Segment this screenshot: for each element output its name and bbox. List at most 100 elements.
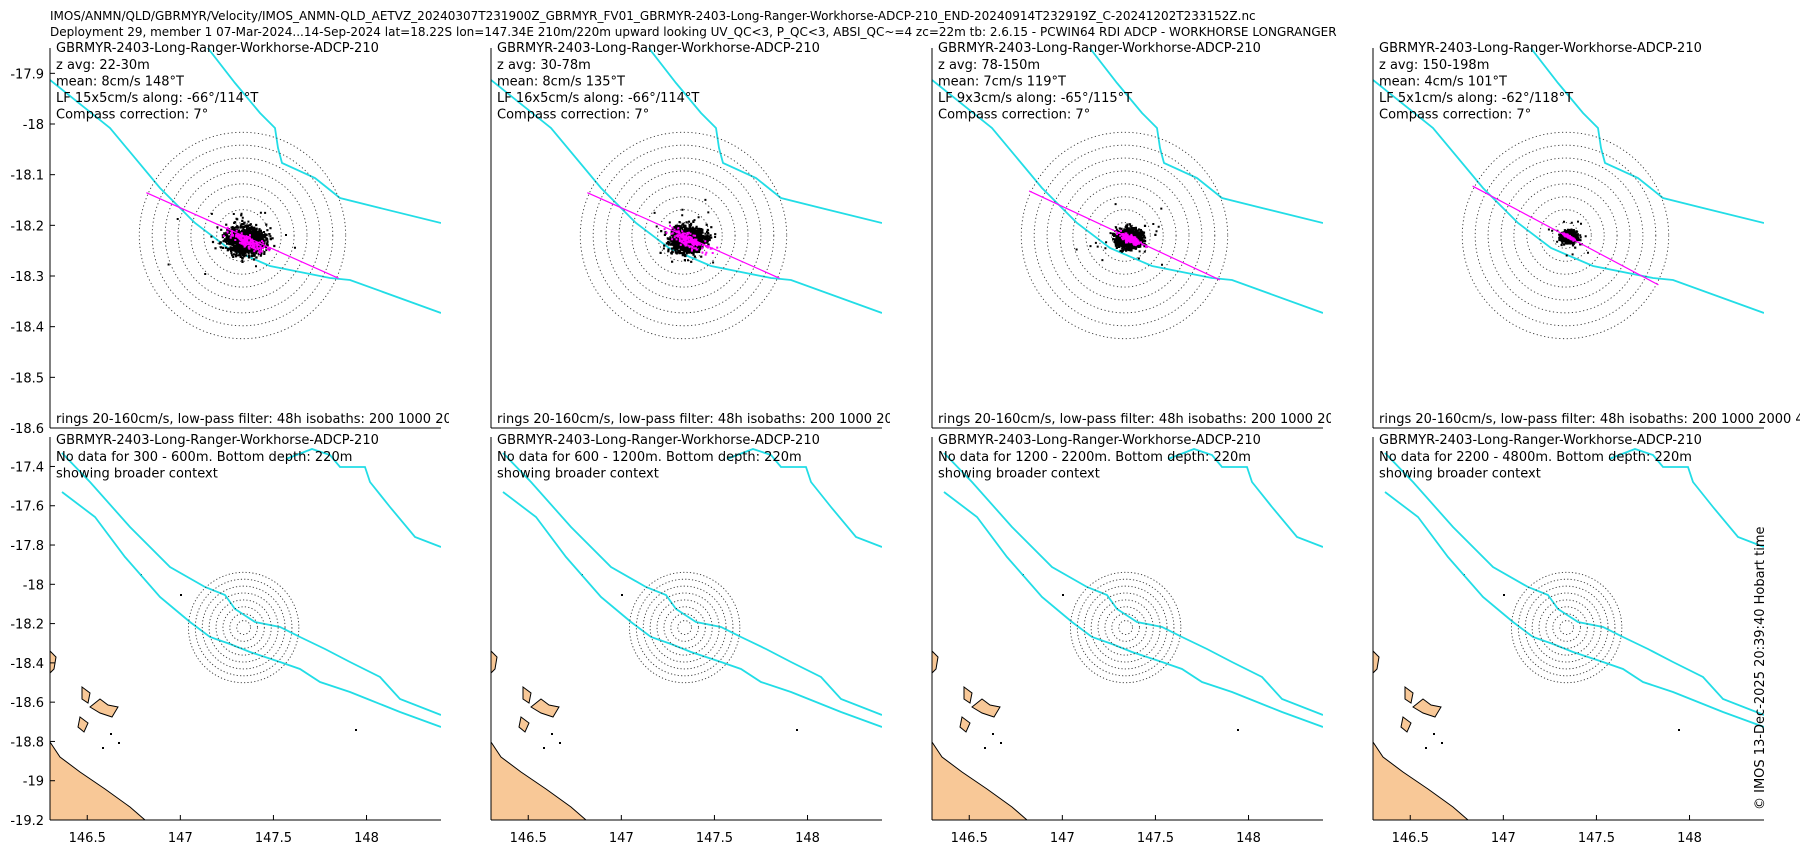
- panel-footer: rings 20-160cm/s, low-pass filter: 48h i…: [56, 412, 506, 427]
- panel-note-line: No data for 1200 - 2200m. Bottom depth: …: [938, 450, 1251, 465]
- isobath-line: [1088, 48, 1323, 224]
- land-coastline: [1373, 650, 1380, 674]
- y-tick-label: -17.4: [10, 460, 44, 475]
- ring-160cms: [138, 131, 347, 340]
- ring-80cms: [1072, 183, 1177, 288]
- ring-20cms: [236, 620, 251, 635]
- ring-160cms: [187, 571, 300, 684]
- figure-file-title: IMOS/ANMN/QLD/GBRMYR/Velocity/IMOS_ANMN-…: [50, 9, 1256, 23]
- land-coastline: [50, 741, 146, 820]
- island: [81, 686, 91, 704]
- reef-dot: [621, 594, 623, 596]
- isobath-line: [502, 491, 882, 728]
- x-tick-label: 147.5: [1578, 831, 1615, 846]
- ring-60cms: [1545, 606, 1588, 649]
- panel-title: GBRMYR-2403-Long-Ranger-Workhorse-ADCP-2…: [497, 41, 820, 56]
- ring-60cms: [1104, 606, 1147, 649]
- isobath-line: [1384, 452, 1764, 716]
- isobath-line: [206, 48, 441, 224]
- figure-deployment-info: Deployment 29, member 1 07-Mar-2024...14…: [50, 25, 1337, 39]
- island: [89, 698, 119, 718]
- x-tick-label: 147: [1050, 831, 1075, 846]
- x-tick-label: 148: [795, 831, 820, 846]
- x-tick-label: 147.5: [696, 831, 733, 846]
- x-tick-label: 146.5: [1392, 831, 1429, 846]
- ring-100cms: [1500, 170, 1631, 301]
- reef-dot: [355, 729, 357, 731]
- reef-dot: [559, 742, 561, 744]
- ring-120cms: [1083, 585, 1168, 670]
- panel-stat-line: LF 15x5cm/s along: -66°/114°T: [56, 91, 258, 106]
- ring-160cms: [579, 131, 788, 340]
- panel-stat-line: mean: 7cm/s 119°T: [938, 75, 1066, 90]
- island: [1404, 686, 1414, 704]
- x-tick-label: 147.5: [1137, 831, 1174, 846]
- panel-stat-line: LF 9x3cm/s along: -65°/115°T: [938, 91, 1132, 106]
- y-tick-label: -18.5: [10, 371, 44, 386]
- x-tick-label: 146.5: [69, 831, 106, 846]
- panel-stat-line: LF 16x5cm/s along: -66°/114°T: [497, 91, 699, 106]
- isobath-line: [647, 48, 882, 224]
- ring-100cms: [649, 592, 720, 663]
- x-tick-label: 146.5: [951, 831, 988, 846]
- ring-120cms: [642, 585, 727, 670]
- ring-160cms: [1510, 571, 1623, 684]
- panel-note-line: No data for 600 - 1200m. Bottom depth: 2…: [497, 450, 802, 465]
- ring-80cms: [631, 183, 736, 288]
- x-tick-label: 147: [609, 831, 634, 846]
- velocity-scatter: [167, 211, 296, 275]
- panel-stat-line: Compass correction: 7°: [56, 108, 208, 123]
- isobath-line: [1384, 491, 1764, 728]
- y-tick-label: -17.9: [10, 67, 44, 82]
- isobath-line: [61, 452, 441, 716]
- panel-title: GBRMYR-2403-Long-Ranger-Workhorse-ADCP-2…: [56, 433, 379, 448]
- ring-60cms: [203, 196, 282, 275]
- ring-160cms: [1461, 131, 1670, 340]
- land-coastline: [491, 741, 587, 820]
- ring-60cms: [1085, 196, 1164, 275]
- panel-footer: rings 20-160cm/s, low-pass filter: 48h i…: [497, 412, 947, 427]
- ring-60cms: [222, 606, 265, 649]
- ring-100cms: [1090, 592, 1161, 663]
- isobath-line: [1373, 79, 1764, 314]
- land-coastline: [491, 650, 498, 674]
- isobath-line: [285, 448, 441, 548]
- ring-40cms: [1111, 613, 1140, 642]
- panel-footer: rings 20-160cm/s, low-pass filter: 48h i…: [938, 412, 1388, 427]
- panel-note-line: showing broader context: [938, 467, 1100, 482]
- ring-120cms: [1524, 585, 1609, 670]
- isobath-line: [502, 452, 882, 716]
- x-tick-label: 146.5: [510, 831, 547, 846]
- ring-40cms: [216, 209, 269, 262]
- ring-140cms: [592, 144, 775, 327]
- x-tick-label: 147: [168, 831, 193, 846]
- ring-60cms: [663, 606, 706, 649]
- y-tick-label: -18.1: [10, 169, 44, 184]
- ring-140cms: [151, 144, 334, 327]
- panel-note-line: No data for 300 - 600m. Bottom depth: 22…: [56, 450, 352, 465]
- island: [522, 686, 532, 704]
- y-tick-label: -19: [23, 775, 44, 790]
- ring-80cms: [190, 183, 295, 288]
- y-tick-label: -18.8: [10, 735, 44, 750]
- ring-100cms: [208, 592, 279, 663]
- isobath-line: [1608, 448, 1764, 548]
- reef-dot: [118, 742, 120, 744]
- y-tick-label: -18.2: [10, 618, 44, 633]
- y-tick-label: -18.4: [10, 321, 44, 336]
- ring-100cms: [1059, 170, 1190, 301]
- top-panel-2: GBRMYR-2403-Long-Ranger-Workhorse-ADCP-2…: [490, 41, 947, 429]
- ring-20cms: [677, 620, 692, 635]
- x-tick-label: 147: [1491, 831, 1516, 846]
- panel-footer: rings 20-160cm/s, low-pass filter: 48h i…: [1379, 412, 1800, 427]
- ring-80cms: [1513, 183, 1618, 288]
- isobath-line: [61, 491, 441, 728]
- island: [1400, 716, 1412, 733]
- panel-title: GBRMYR-2403-Long-Ranger-Workhorse-ADCP-2…: [938, 41, 1261, 56]
- ring-40cms: [1098, 209, 1151, 262]
- panel-note-line: No data for 2200 - 4800m. Bottom depth: …: [1379, 450, 1692, 465]
- ring-20cms: [1559, 620, 1574, 635]
- isobath-line: [1167, 448, 1323, 548]
- panel-stat-line: Compass correction: 7°: [497, 108, 649, 123]
- reef-dot: [551, 733, 553, 735]
